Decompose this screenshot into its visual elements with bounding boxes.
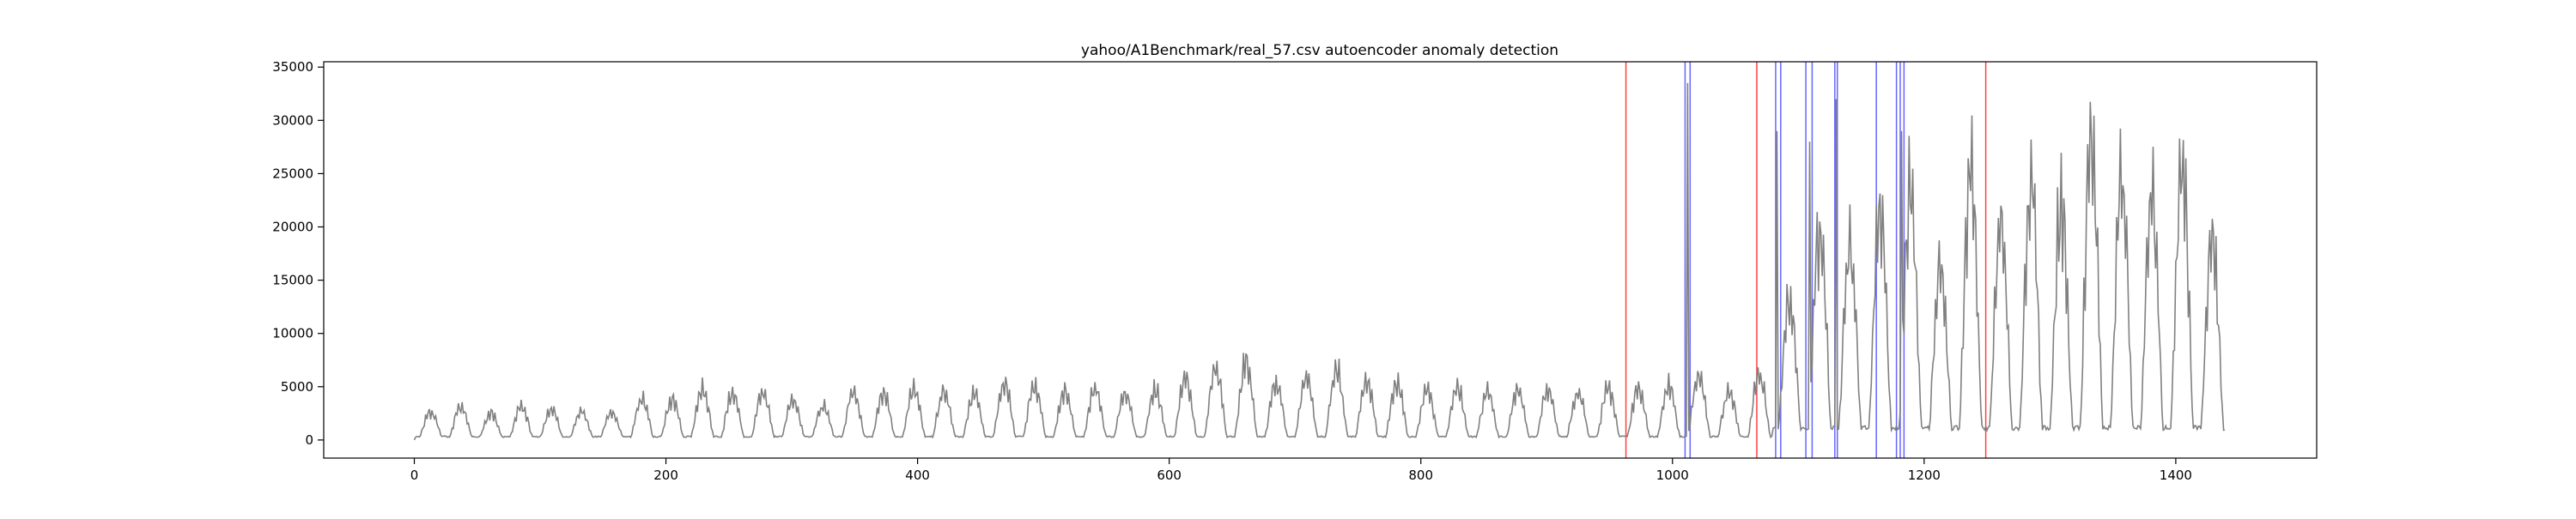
y-tick-label: 35000	[272, 59, 313, 75]
x-tick-label: 600	[1157, 468, 1182, 483]
y-tick-label: 30000	[272, 112, 313, 128]
y-tick-label: 20000	[272, 220, 313, 235]
y-tick-label: 0	[305, 432, 313, 448]
anomaly-markers	[1625, 62, 1987, 458]
x-tick-label: 800	[1408, 468, 1433, 483]
x-tick-label: 200	[653, 468, 678, 483]
x-tick-label: 0	[410, 468, 419, 483]
x-tick-label: 1400	[2160, 468, 2192, 483]
plot-frame	[323, 61, 2318, 459]
axes: 0 200 400 600 800 1000 1200 1400 0 5000 10000 15000…	[272, 59, 2192, 483]
series-layer	[413, 82, 2226, 441]
series-line	[413, 82, 2226, 441]
x-tick-label: 400	[905, 468, 930, 483]
x-tick-label: 1000	[1656, 468, 1689, 483]
y-tick-label: 25000	[272, 166, 313, 181]
x-tick-label: 1200	[1908, 468, 1941, 483]
y-tick-label: 15000	[272, 273, 313, 288]
chart-title: yahoo/A1Benchmark/real_57.csv autoencode…	[1081, 42, 1558, 59]
y-tick-label: 5000	[281, 379, 313, 395]
y-tick-label: 10000	[272, 326, 313, 341]
